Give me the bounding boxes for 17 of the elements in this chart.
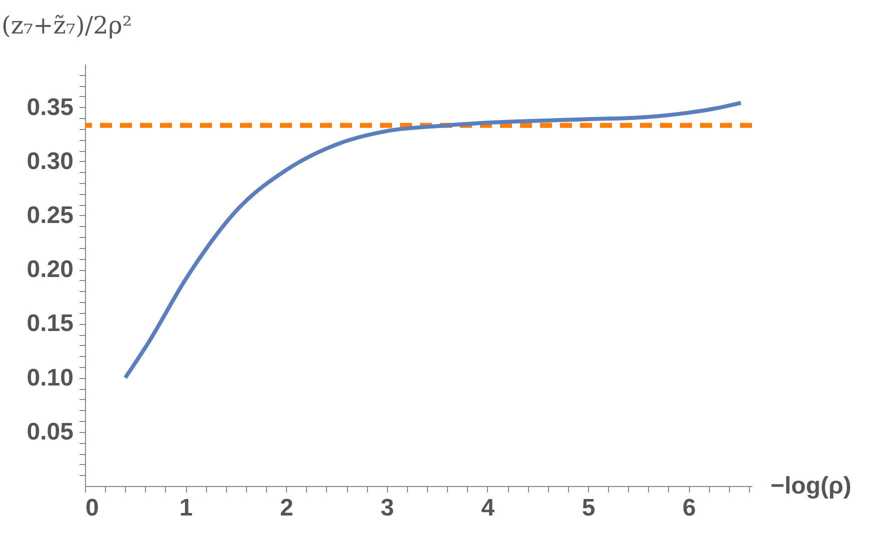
x-tick-label: 2: [280, 494, 294, 522]
x-tick-label: 3: [380, 494, 394, 522]
y-tick-label: 0.05: [26, 418, 74, 446]
line-series: [123, 100, 743, 380]
x-axis-title: −log(ρ): [770, 472, 852, 500]
y-tick-label: 0.20: [26, 256, 74, 284]
x-tick-label: 1: [179, 494, 193, 522]
y-tick-label: 0.10: [26, 364, 74, 392]
x-tick-label: 0: [86, 494, 99, 522]
y-tick-label: 0.15: [26, 310, 74, 338]
x-tick-label: 6: [682, 494, 696, 522]
y-tick-label: 0.30: [26, 148, 74, 175]
x-tick-label: 5: [582, 494, 596, 522]
y-axis-title: (z₇+z̃₇)/2ρ²: [2, 12, 132, 40]
y-tick-label: 0.25: [26, 202, 74, 229]
x-tick-label: 4: [481, 494, 496, 522]
y-tick-label: 0.35: [26, 94, 74, 121]
